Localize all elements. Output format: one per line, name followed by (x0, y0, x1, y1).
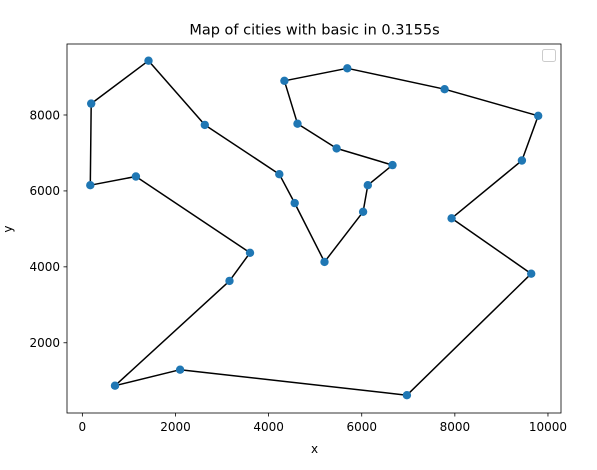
y-tick-label: 2000 (29, 336, 60, 350)
city-point (245, 248, 255, 257)
city-point (358, 207, 368, 216)
legend-box (542, 49, 556, 62)
city-point (87, 99, 96, 108)
route-line (89, 59, 539, 396)
y-tick-label: 8000 (29, 108, 60, 122)
city-point (200, 120, 209, 130)
city-point (320, 257, 329, 267)
chart-title: Map of cities with basic in 0.3155s (189, 23, 439, 39)
y-tick-label: 4000 (29, 260, 60, 274)
city-point (144, 56, 153, 65)
x-tick-label: 8000 (440, 420, 471, 434)
city-point (290, 198, 299, 208)
city-point (225, 276, 234, 286)
city-point (332, 144, 341, 153)
city-point (275, 170, 284, 179)
route-layer (89, 59, 539, 396)
plot-area (67, 44, 561, 413)
x-tick-label: 4000 (253, 420, 284, 434)
city-point (343, 64, 352, 73)
city-point (293, 119, 302, 128)
x-tick-label: 0 (79, 420, 87, 434)
axes-frame (66, 43, 562, 414)
city-point (527, 269, 536, 278)
city-point (86, 181, 95, 190)
axes: 0 2000 4000 6000 8000 10000 2000 4000 6000 8000 (29, 43, 567, 434)
city-point (402, 391, 412, 400)
city-point (447, 214, 456, 223)
city-point (440, 85, 449, 94)
plot-background (67, 44, 561, 413)
city-points (86, 56, 543, 400)
legend (542, 49, 556, 62)
city-point (110, 381, 120, 390)
x-tick-label: 2000 (160, 420, 191, 434)
city-point (517, 156, 527, 165)
y-tick-label: 6000 (29, 184, 60, 198)
x-tick-label: 10000 (529, 420, 567, 434)
city-point (131, 172, 141, 181)
y-axis-label: y (1, 225, 15, 232)
x-axis-label: x (311, 442, 318, 456)
city-point (280, 76, 289, 86)
city-point (175, 365, 185, 374)
x-tick-label: 6000 (346, 420, 377, 434)
city-point (534, 111, 543, 121)
city-point (388, 160, 397, 170)
city-point (363, 181, 372, 190)
